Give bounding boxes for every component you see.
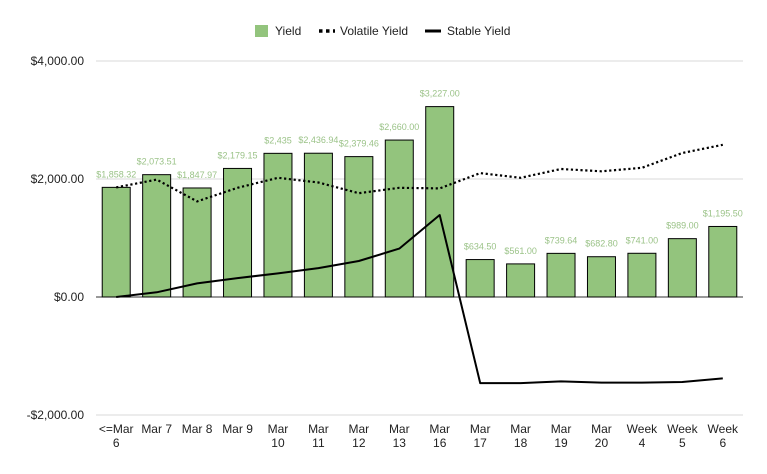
legend-label-yield: Yield — [275, 24, 301, 38]
bar-data-label: $989.00 — [666, 221, 699, 231]
x-category-label: Mar 12 — [349, 422, 370, 450]
x-category-label: Week 6 — [708, 422, 739, 450]
bar — [425, 106, 455, 298]
bar-data-label: $1,847.97 — [177, 170, 217, 180]
bar — [384, 139, 414, 298]
stable-yield-line — [116, 214, 723, 385]
bar — [506, 263, 536, 298]
gridlines — [96, 60, 743, 416]
bar — [708, 225, 738, 298]
bar-data-label: $682.80 — [585, 239, 618, 249]
x-category-label: Mar 7 — [141, 422, 172, 436]
x-category-label: Mar 20 — [591, 422, 612, 450]
legend-label-stable-yield: Stable Yield — [447, 24, 510, 38]
x-category-label: Mar 17 — [470, 422, 491, 450]
bar — [182, 187, 212, 298]
x-category-label: Mar 11 — [308, 422, 329, 450]
legend-label-volatile-yield: Volatile Yield — [340, 24, 408, 38]
bar-data-label: $3,227.00 — [420, 89, 460, 99]
bar — [667, 238, 697, 298]
y-tick-label: $2,000.00 — [31, 172, 85, 186]
x-category-label: Mar 8 — [182, 422, 213, 436]
x-category-label: <=Mar 6 — [99, 422, 134, 450]
bar — [586, 256, 616, 298]
bar-data-label: $1,195.50 — [703, 208, 743, 218]
legend: Yield Volatile Yield Stable Yield — [255, 24, 510, 38]
bar-data-label: $2,435 — [264, 135, 292, 145]
bar — [546, 252, 576, 298]
x-category-label: Mar 16 — [429, 422, 450, 450]
bar — [465, 259, 495, 298]
bar — [344, 156, 374, 298]
bar-data-label: $741.00 — [626, 235, 659, 245]
x-category-label: Week 5 — [667, 422, 698, 450]
x-category-label: Mar 13 — [389, 422, 410, 450]
bar-data-label: $2,436.94 — [298, 135, 338, 145]
x-category-label: Mar 9 — [222, 422, 253, 436]
bar-data-label: $2,660.00 — [379, 122, 419, 132]
x-category-label: Week 4 — [627, 422, 658, 450]
bar-data-label: $561.00 — [504, 246, 537, 256]
x-category-label: Mar 18 — [510, 422, 531, 450]
bar — [142, 174, 172, 298]
y-tick-label: -$2,000.00 — [27, 408, 85, 422]
y-axis-tick-labels: -$2,000.00 $0.00 $2,000.00 $4,000.00 — [27, 54, 85, 422]
x-category-label: Mar 10 — [268, 422, 289, 450]
bar-data-label: $634.50 — [464, 242, 497, 252]
y-tick-label: $0.00 — [54, 290, 84, 304]
bars — [101, 106, 738, 298]
bar — [627, 252, 657, 298]
bar-data-label: $2,179.15 — [218, 150, 258, 160]
bar — [101, 186, 131, 298]
bar-data-label: $2,379.46 — [339, 139, 379, 149]
bar — [303, 152, 333, 298]
series-lines — [115, 143, 724, 385]
bar-data-labels: $1,858.32$2,073.51$1,847.97$2,179.15 $2,4… — [96, 89, 743, 256]
legend-swatch-yield — [255, 25, 268, 37]
bar-data-label: $2,073.51 — [137, 157, 177, 167]
x-category-label: Mar 19 — [551, 422, 572, 450]
bar-data-label: $1,858.32 — [96, 169, 136, 179]
x-axis-category-labels: <=Mar 6 Mar 7 Mar 8 Mar 9 Mar 10 Mar 11 Mar 12 Mar 1… — [99, 422, 739, 450]
bar-data-label: $739.64 — [545, 235, 578, 245]
y-tick-label: $4,000.00 — [31, 54, 85, 68]
